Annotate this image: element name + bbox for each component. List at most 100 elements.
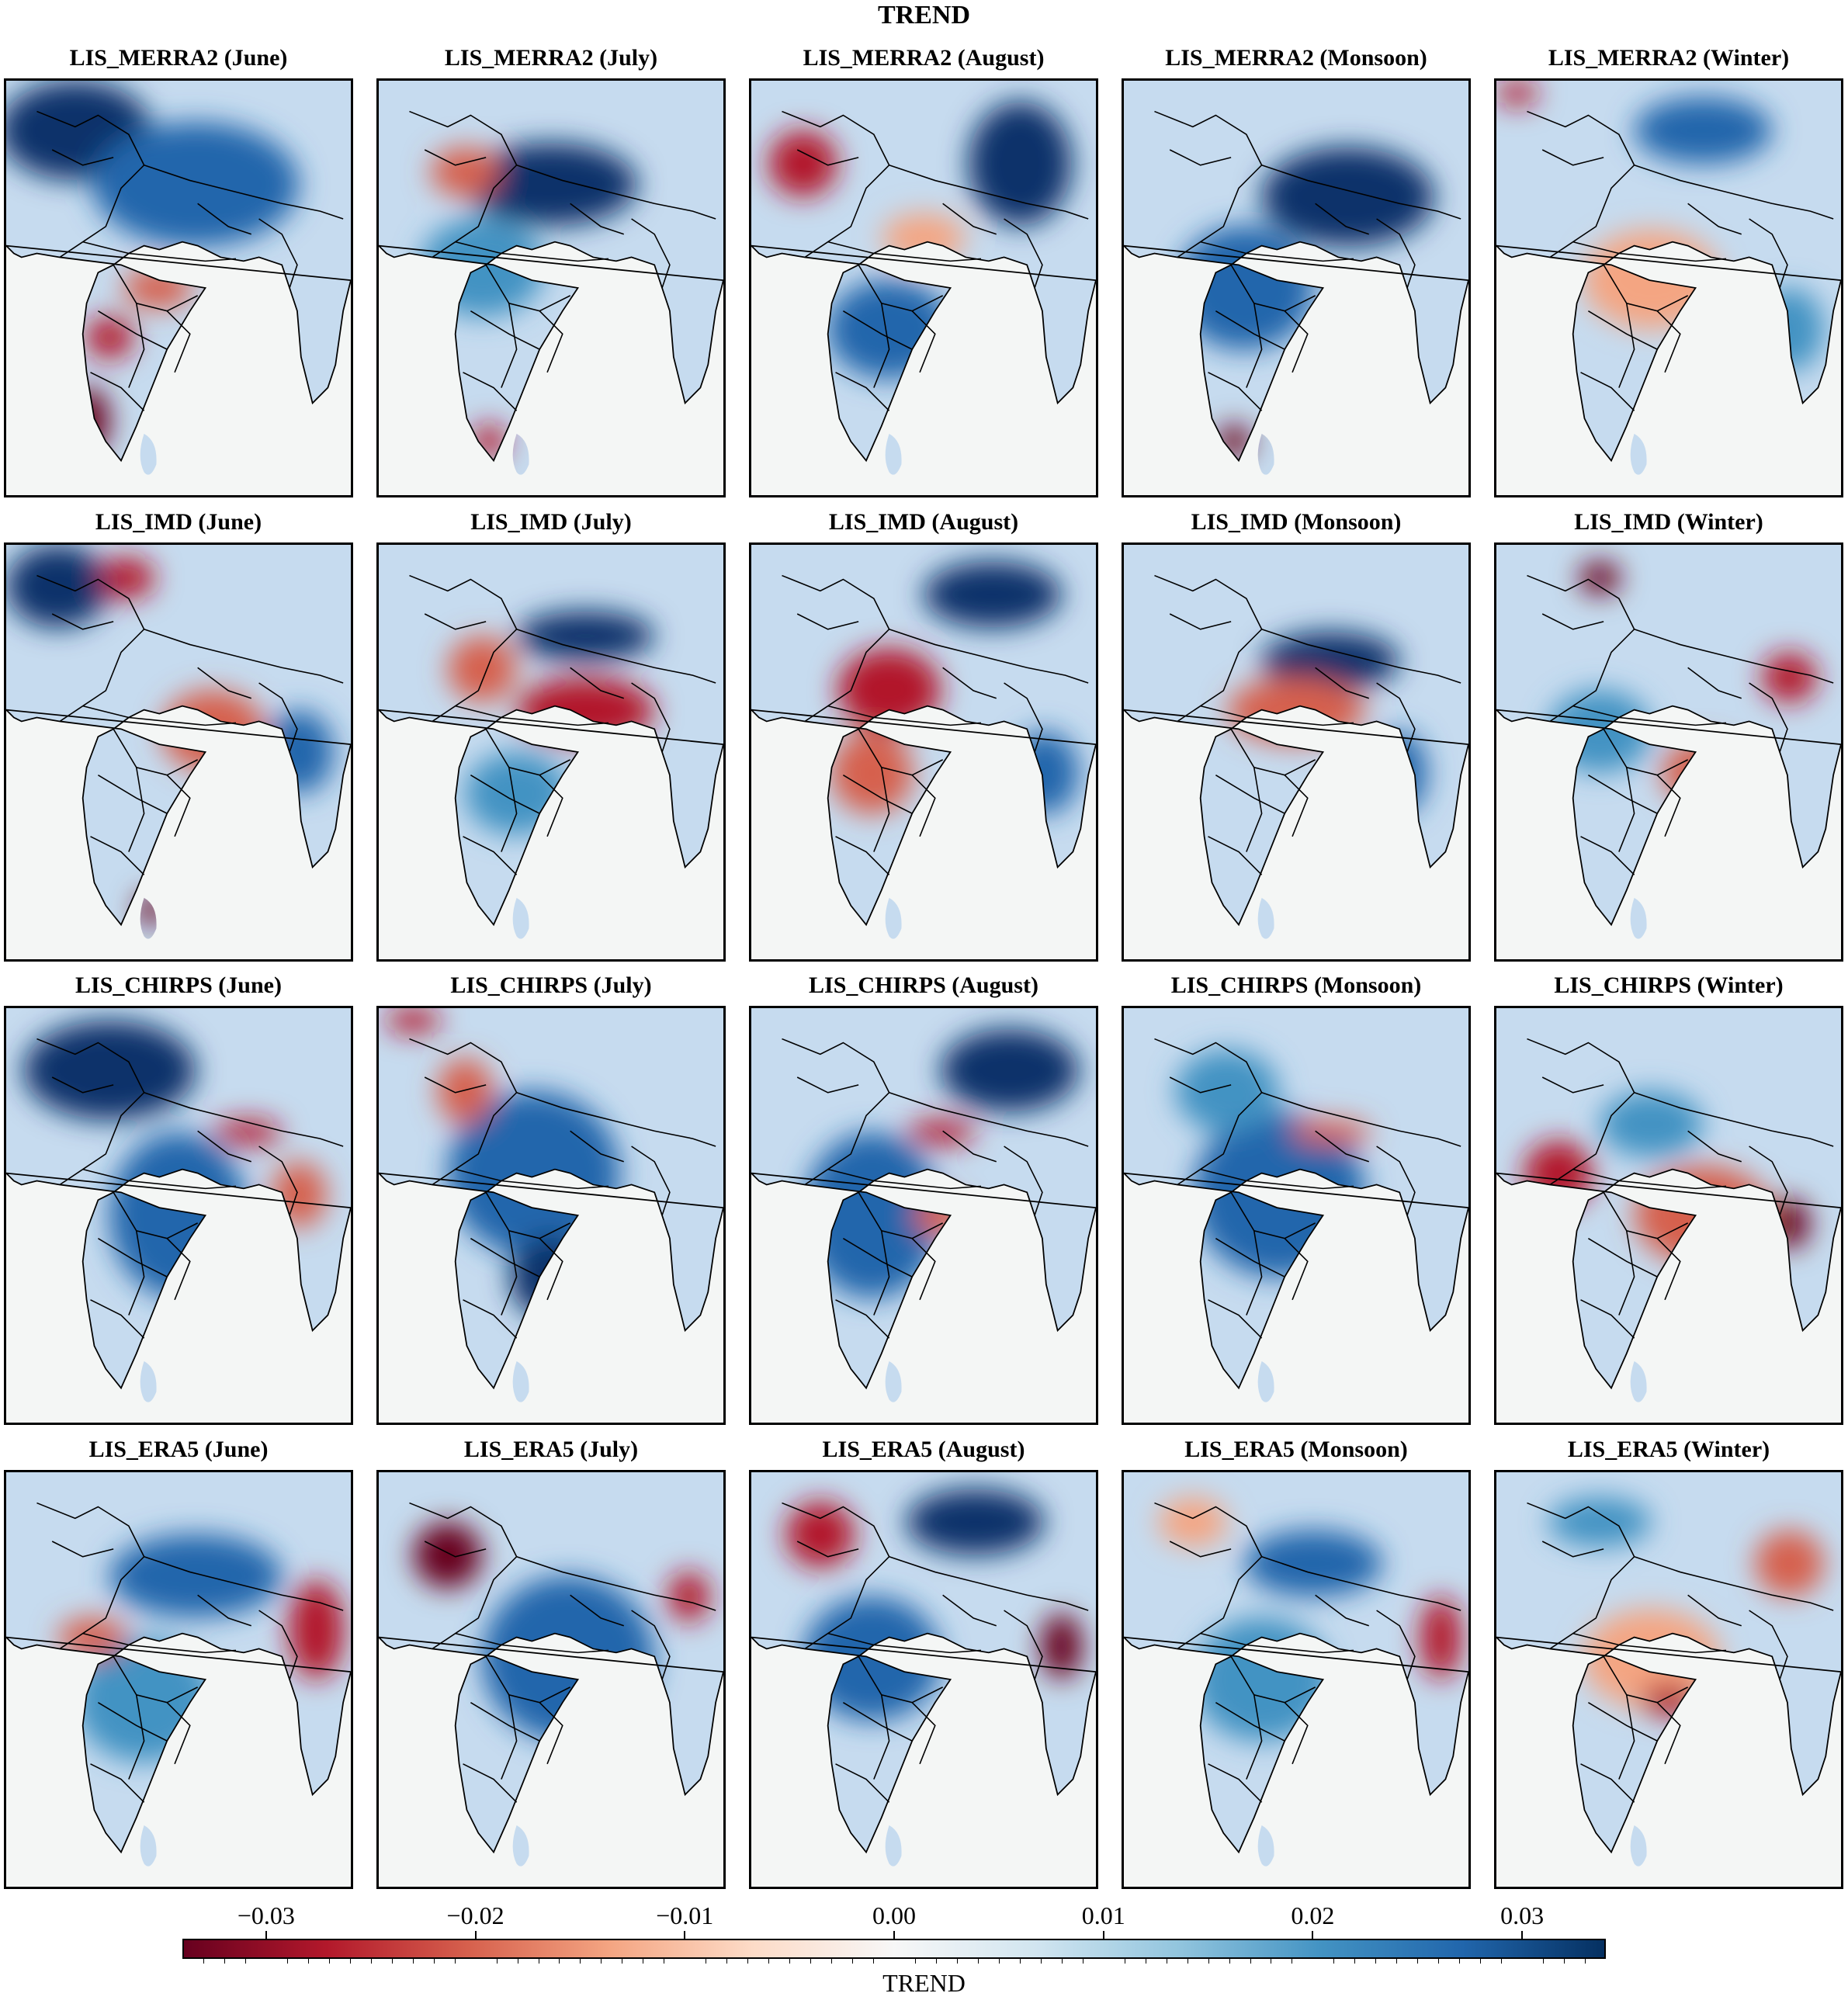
trend-anomaly-region bbox=[1244, 1530, 1382, 1597]
admin-boundary bbox=[1004, 1146, 1043, 1216]
trend-anomaly-region bbox=[109, 1534, 283, 1617]
trend-anomaly-region bbox=[516, 611, 655, 661]
map-svg bbox=[1124, 81, 1468, 495]
colorbar-minor-tick bbox=[496, 1959, 498, 1964]
coastline bbox=[751, 1168, 1096, 1390]
map-svg bbox=[379, 1472, 723, 1887]
admin-boundary bbox=[1541, 1541, 1604, 1558]
trend-anomaly-region bbox=[941, 1028, 1079, 1112]
admin-boundary bbox=[911, 1238, 936, 1301]
trend-anomaly-region bbox=[906, 1489, 1045, 1555]
admin-boundary bbox=[1376, 682, 1416, 753]
map-panel bbox=[1122, 1006, 1471, 1425]
admin-boundary bbox=[873, 1230, 890, 1315]
coastline bbox=[1124, 1632, 1468, 1854]
admin-boundary bbox=[166, 310, 191, 373]
admin-boundary bbox=[485, 728, 571, 776]
admin-boundary bbox=[1169, 1076, 1232, 1094]
colorbar-tick-mark bbox=[1102, 1931, 1104, 1939]
colorbar-minor-tick bbox=[328, 1959, 330, 1964]
admin-boundary bbox=[873, 767, 890, 852]
admin-boundary bbox=[796, 149, 859, 166]
admin-boundary bbox=[1687, 1594, 1742, 1627]
admin-boundary bbox=[1603, 1655, 1689, 1704]
map-svg bbox=[1124, 1008, 1468, 1423]
colorbar-minor-tick bbox=[935, 1959, 937, 1964]
map-svg bbox=[1124, 1472, 1468, 1887]
colorbar-minor-tick bbox=[1438, 1959, 1440, 1964]
admin-boundary bbox=[842, 310, 913, 350]
admin-boundary bbox=[97, 774, 168, 814]
admin-boundary bbox=[1687, 667, 1742, 699]
coastline bbox=[379, 705, 723, 927]
admin-boundary bbox=[424, 1541, 487, 1558]
admin-boundary bbox=[1603, 264, 1689, 312]
map-panel bbox=[749, 1006, 1098, 1425]
trend-anomaly-region bbox=[1496, 81, 1538, 106]
admin-boundary bbox=[1284, 310, 1309, 373]
colorbar-minor-tick bbox=[956, 1959, 958, 1964]
admin-boundary bbox=[470, 774, 540, 814]
admin-boundary bbox=[782, 110, 890, 258]
colorbar-minor-tick bbox=[433, 1959, 435, 1964]
admin-boundary bbox=[889, 629, 1089, 684]
admin-boundary bbox=[516, 629, 716, 684]
admin-boundary bbox=[1215, 310, 1285, 350]
coastline bbox=[1496, 1168, 1841, 1390]
coastline bbox=[1496, 241, 1841, 463]
map-panel bbox=[1494, 542, 1843, 962]
trend-anomaly-region bbox=[23, 1021, 196, 1121]
admin-boundary bbox=[90, 1763, 145, 1803]
admin-boundary bbox=[1246, 303, 1263, 388]
trend-anomaly-region bbox=[1158, 1497, 1228, 1548]
admin-boundary bbox=[1246, 1694, 1263, 1780]
admin-boundary bbox=[1215, 1701, 1285, 1742]
colorbar-minor-tick bbox=[977, 1959, 979, 1964]
panel-title: LIS_IMD (July) bbox=[470, 509, 632, 535]
admin-boundary bbox=[782, 1038, 890, 1186]
map-svg bbox=[379, 1008, 723, 1423]
admin-boundary bbox=[166, 1702, 191, 1765]
admin-boundary bbox=[1261, 165, 1461, 220]
colorbar-minor-tick bbox=[601, 1959, 602, 1964]
colorbar-minor-tick bbox=[391, 1959, 393, 1964]
admin-boundary bbox=[1749, 218, 1788, 289]
admin-boundary bbox=[1580, 836, 1635, 875]
trend-anomaly-region bbox=[1289, 1120, 1372, 1146]
admin-boundary bbox=[1208, 836, 1263, 875]
admin-boundary bbox=[1208, 1763, 1263, 1803]
trend-anomaly-region bbox=[385, 1008, 441, 1034]
map-panel bbox=[4, 542, 353, 962]
admin-boundary bbox=[827, 241, 982, 262]
panel-title: LIS_ERA5 (Winter) bbox=[1567, 1437, 1770, 1462]
coastline bbox=[751, 241, 1096, 463]
admin-boundary bbox=[258, 682, 298, 753]
admin-boundary bbox=[166, 775, 191, 837]
colorbar-minor-tick bbox=[1564, 1959, 1565, 1964]
trend-anomaly-region bbox=[968, 101, 1072, 226]
map-panel bbox=[376, 1006, 726, 1425]
admin-boundary bbox=[516, 1092, 716, 1147]
admin-boundary bbox=[1749, 1610, 1788, 1680]
admin-boundary bbox=[51, 1541, 114, 1558]
admin-boundary bbox=[501, 303, 518, 388]
admin-boundary bbox=[409, 1502, 518, 1650]
admin-boundary bbox=[1004, 218, 1043, 289]
coastline bbox=[751, 705, 1096, 927]
colorbar-minor-tick bbox=[873, 1959, 875, 1964]
admin-boundary bbox=[90, 372, 145, 411]
map-svg bbox=[751, 1472, 1096, 1887]
map-svg bbox=[6, 81, 351, 495]
admin-boundary bbox=[942, 667, 997, 699]
trend-anomaly-region bbox=[924, 561, 1062, 628]
panel-title: LIS_IMD (Winter) bbox=[1574, 509, 1763, 535]
admin-boundary bbox=[1587, 1701, 1658, 1742]
admin-boundary bbox=[570, 1594, 624, 1627]
admin-boundary bbox=[835, 836, 890, 875]
colorbar-tick-mark bbox=[474, 1931, 477, 1939]
map-svg bbox=[751, 81, 1096, 495]
admin-boundary bbox=[1230, 1191, 1316, 1239]
map-svg bbox=[6, 1008, 351, 1423]
map-svg bbox=[751, 1008, 1096, 1423]
colorbar-minor-tick bbox=[1459, 1959, 1461, 1964]
